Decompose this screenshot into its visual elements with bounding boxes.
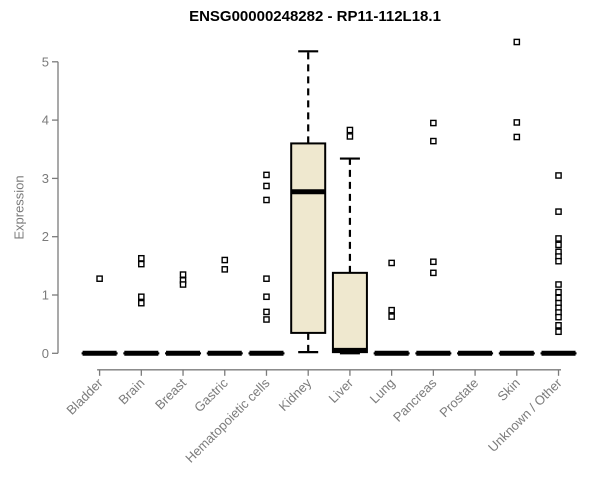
y-tick-label: 3 bbox=[42, 171, 49, 186]
boxplot-brain bbox=[123, 254, 160, 356]
outlier-point bbox=[513, 38, 521, 46]
x-category-label: Lung bbox=[367, 375, 398, 406]
box bbox=[331, 271, 368, 354]
outlier-point bbox=[430, 269, 437, 277]
outlier-point bbox=[346, 133, 354, 140]
x-category-label: Bladder bbox=[63, 375, 106, 418]
boxplot-lung bbox=[373, 259, 410, 356]
outlier-point bbox=[555, 208, 562, 215]
outlier-point bbox=[388, 259, 395, 267]
outlier-point bbox=[263, 182, 270, 190]
boxplot-unknown-other bbox=[540, 172, 577, 356]
outlier-point bbox=[430, 137, 437, 145]
outlier-point bbox=[138, 293, 145, 301]
outlier-point bbox=[179, 271, 187, 278]
y-axis: 0 1 2 3 4 5 bbox=[42, 54, 59, 361]
outlier-point bbox=[555, 241, 562, 249]
x-category-label: Kidney bbox=[276, 375, 315, 414]
chart-title: ENSG00000248282 - RP11-112L18.1 bbox=[189, 8, 441, 25]
x-category-label: Breast bbox=[152, 375, 189, 412]
y-tick-label: 0 bbox=[42, 346, 49, 361]
outlier-point bbox=[96, 275, 103, 282]
outlier-point bbox=[555, 322, 562, 329]
y-tick-label: 2 bbox=[42, 229, 49, 244]
boxplot-skin bbox=[498, 38, 535, 356]
outlier-point bbox=[555, 235, 562, 242]
boxplot-kidney bbox=[290, 50, 327, 354]
x-category-label: Gastric bbox=[191, 375, 231, 415]
outlier-point bbox=[346, 126, 354, 134]
x-category-label: Liver bbox=[326, 375, 357, 406]
boxplot-hematopoietic-cells bbox=[248, 171, 285, 356]
outlier-point bbox=[138, 260, 145, 268]
outlier-point bbox=[263, 171, 270, 179]
boxplot-bladder bbox=[81, 275, 118, 356]
outlier-point bbox=[555, 172, 562, 179]
y-tick-label: 4 bbox=[42, 113, 49, 128]
outlier-point bbox=[513, 133, 521, 141]
y-tick-label: 5 bbox=[42, 54, 49, 69]
outlier-point bbox=[263, 196, 270, 204]
outlier-point bbox=[221, 256, 229, 264]
outlier-point bbox=[555, 257, 562, 265]
x-category-label: Skin bbox=[494, 375, 522, 403]
outlier-point bbox=[555, 313, 562, 321]
outlier-point bbox=[430, 119, 437, 127]
outlier-point bbox=[555, 328, 562, 336]
boxplot-breast bbox=[165, 271, 202, 356]
outlier-point bbox=[555, 288, 562, 296]
x-category-label: Brain bbox=[115, 375, 147, 407]
outlier-point bbox=[221, 266, 229, 273]
outlier-point bbox=[263, 308, 270, 316]
x-category-label: Unknown / Other bbox=[485, 375, 565, 455]
outlier-point bbox=[388, 306, 395, 314]
outlier-point bbox=[263, 293, 270, 301]
outlier-point bbox=[513, 119, 521, 126]
outlier-point bbox=[138, 254, 145, 262]
outlier-point bbox=[263, 316, 270, 323]
outlier-point bbox=[430, 258, 437, 266]
outlier-point bbox=[555, 294, 562, 302]
boxplot-liver bbox=[331, 126, 368, 355]
boxplot-gastric bbox=[206, 256, 243, 356]
y-tick-label: 1 bbox=[42, 288, 49, 303]
boxplot-pancreas bbox=[415, 119, 452, 356]
outlier-point bbox=[263, 275, 270, 282]
outlier-point bbox=[179, 281, 187, 288]
x-category-label: Prostate bbox=[436, 375, 481, 420]
outlier-point bbox=[555, 281, 562, 288]
outlier-point bbox=[138, 299, 145, 307]
outlier-point bbox=[388, 313, 395, 320]
box bbox=[290, 142, 327, 334]
x-category-label: Pancreas bbox=[390, 375, 440, 425]
